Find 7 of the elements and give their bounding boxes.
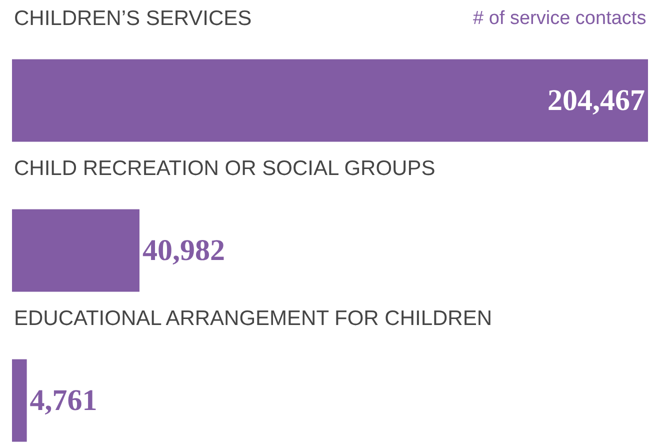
data-label: 40,982 [142,234,225,267]
y-tick-label: CHILD RECREATION OR SOCIAL GROUPS [14,157,436,180]
data-label: 204,467 [548,84,645,117]
x-axis-title: # of service contacts [473,8,646,29]
data-label: 4,761 [30,384,98,417]
y-tick-label: CHILDREN’S SERVICES [14,7,252,30]
y-tick-label: EDUCATIONAL ARRANGEMENT FOR CHILDREN [14,307,492,330]
